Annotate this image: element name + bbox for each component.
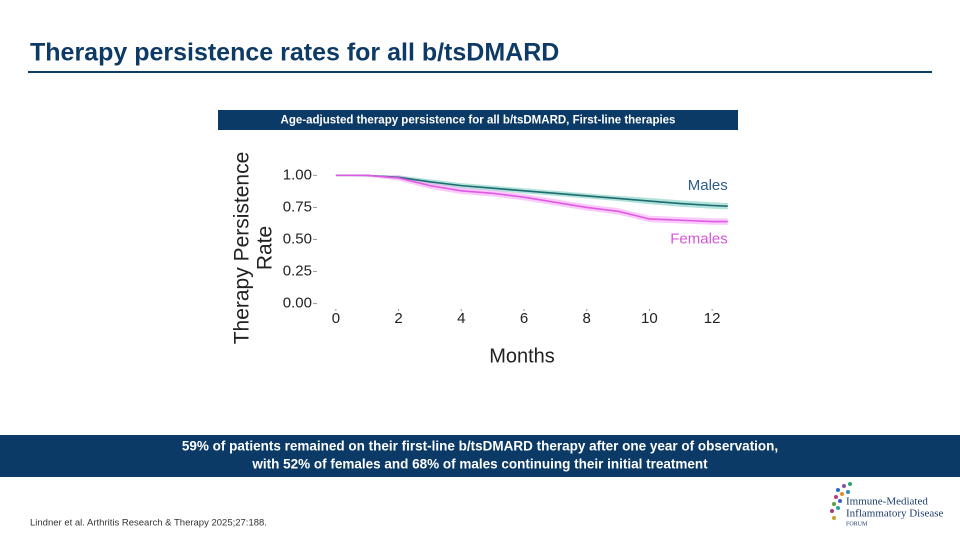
x-tick-label: 0 bbox=[332, 310, 340, 327]
summary-bar bbox=[0, 435, 960, 477]
x-tick-label: 2 bbox=[394, 310, 402, 327]
y-tick-label: 0.50 bbox=[283, 230, 312, 247]
citation: Lindner et al. Arthritis Research & Ther… bbox=[30, 518, 267, 529]
confidence-band bbox=[335, 175, 728, 225]
chart-title-bar bbox=[218, 110, 738, 130]
summary-line: 59% of patients remained on their first-… bbox=[182, 439, 778, 454]
y-tick-label: 0.00 bbox=[283, 295, 312, 312]
x-axis-label: Months bbox=[489, 345, 555, 367]
logo-text: Inflammatory Disease bbox=[846, 508, 944, 520]
series-line bbox=[335, 174, 728, 223]
x-tick-label: 12 bbox=[704, 310, 721, 327]
slide-title: Therapy persistence rates for all b/tsDM… bbox=[30, 39, 559, 67]
y-tick-label: 0.25 bbox=[283, 263, 312, 280]
y-axis-label: Therapy Persistence bbox=[231, 152, 254, 345]
plot: 0.00 0.25 0.50 0.75 1.00 0 2 4 6 8 10 12 Males Female… bbox=[283, 166, 728, 327]
y-tick-label: 0.75 bbox=[283, 198, 312, 215]
x-tick-label: 6 bbox=[520, 310, 528, 327]
y-tick-label: 1.00 bbox=[283, 166, 312, 183]
y-axis-label: Rate bbox=[254, 226, 277, 270]
x-tick-label: 8 bbox=[583, 310, 591, 327]
chart-title: Age-adjusted therapy persistence for all… bbox=[281, 115, 676, 127]
x-tick-label: 10 bbox=[641, 310, 658, 327]
series-label: Males bbox=[688, 177, 728, 194]
summary-line: with 52% of females and 68% of males con… bbox=[251, 457, 708, 472]
series-line bbox=[335, 174, 728, 207]
logo-text: Immune-Mediated bbox=[846, 496, 928, 508]
logo: Immune-Mediated Inflammatory Disease FOR… bbox=[830, 482, 944, 527]
x-tick-label: 4 bbox=[457, 310, 465, 327]
series-label: Females bbox=[670, 231, 728, 248]
logo-text: FORUM bbox=[846, 521, 868, 527]
